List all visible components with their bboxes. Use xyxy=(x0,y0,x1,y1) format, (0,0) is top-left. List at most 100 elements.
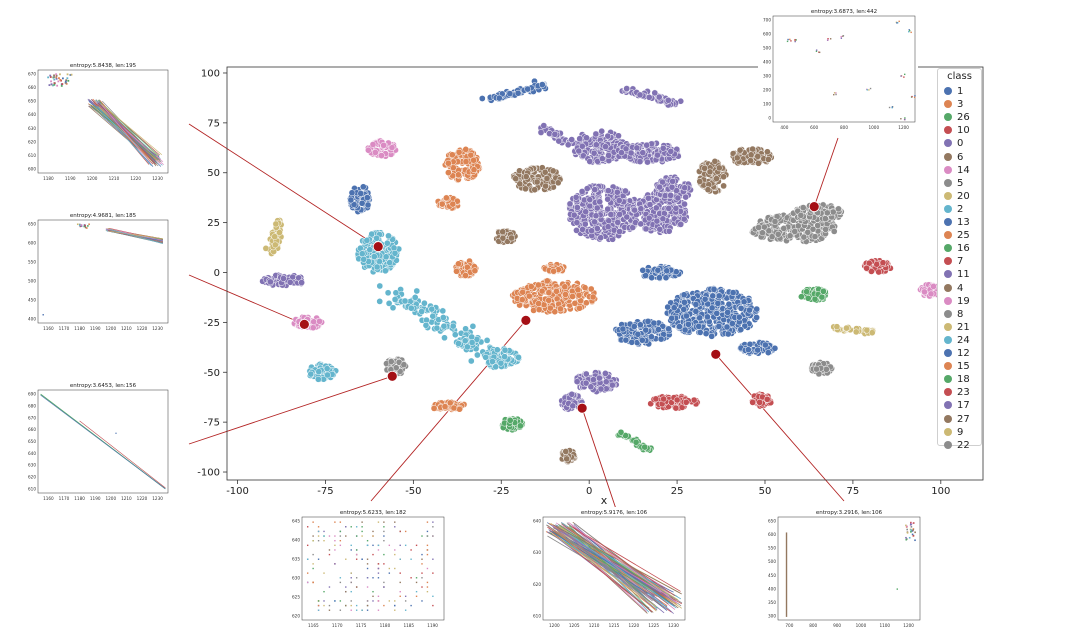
inset-point xyxy=(88,223,90,226)
inset-point xyxy=(350,549,352,551)
inset-point xyxy=(377,521,380,523)
data-point xyxy=(829,208,837,216)
data-point xyxy=(358,199,366,207)
inset-y-tick: 550 xyxy=(28,260,36,265)
cluster-5 xyxy=(364,137,399,160)
data-point xyxy=(764,349,772,356)
inset-y-tick: 610 xyxy=(28,486,36,491)
inset-y-tick: 450 xyxy=(28,297,36,302)
inset-y-tick: 630 xyxy=(533,550,541,555)
data-point xyxy=(390,244,398,252)
inset-point xyxy=(323,600,325,602)
data-point xyxy=(418,308,426,315)
inset-y-tick: 690 xyxy=(28,392,36,397)
data-point xyxy=(633,144,641,152)
data-point xyxy=(664,96,672,104)
data-point xyxy=(668,183,676,191)
data-point xyxy=(400,361,408,369)
inset-point xyxy=(55,77,58,80)
data-point xyxy=(602,378,610,386)
inset-y-tick: 650 xyxy=(28,222,36,227)
inset-y-tick: 630 xyxy=(28,463,36,468)
data-point xyxy=(506,417,514,424)
inset-point xyxy=(328,535,331,537)
inset-point xyxy=(377,572,380,574)
inset-point xyxy=(366,609,369,611)
data-point xyxy=(439,307,447,315)
data-point xyxy=(370,253,378,260)
inset-chart-entropy-5.8438: entropy:5.8438, len:195 1180 1190 1200 1210 1… xyxy=(23,60,171,187)
data-point xyxy=(522,173,530,180)
inset-point xyxy=(339,521,342,523)
cluster-19 xyxy=(259,271,305,289)
data-point xyxy=(455,171,462,179)
data-point xyxy=(535,306,543,313)
data-point xyxy=(515,353,522,361)
y-tick-label: -100 xyxy=(197,468,220,479)
data-point xyxy=(371,149,379,156)
inset-point xyxy=(383,521,385,523)
inset-point xyxy=(355,577,358,579)
data-point xyxy=(645,93,653,101)
data-point xyxy=(604,195,612,203)
data-point xyxy=(535,300,542,307)
data-point xyxy=(495,94,503,102)
cluster-40 xyxy=(748,390,775,410)
data-point xyxy=(696,314,704,322)
data-point xyxy=(747,157,754,165)
data-point xyxy=(672,404,680,412)
inset-point xyxy=(361,530,363,533)
data-point xyxy=(605,217,613,225)
data-point xyxy=(518,296,526,303)
data-point xyxy=(673,396,681,404)
cluster-41 xyxy=(861,257,894,276)
cluster-36 xyxy=(499,415,526,434)
inset-point xyxy=(421,586,423,588)
data-point xyxy=(711,158,719,165)
data-point xyxy=(571,299,579,307)
data-point xyxy=(573,219,581,226)
data-point xyxy=(833,323,841,331)
data-point xyxy=(315,368,323,375)
inset-point xyxy=(372,544,374,547)
inset-point xyxy=(361,558,363,560)
inset-point xyxy=(366,544,369,547)
data-point xyxy=(680,215,688,223)
inset-x-tick: 1180 xyxy=(380,623,391,628)
data-point xyxy=(527,283,535,290)
inset-point xyxy=(394,609,396,611)
inset-point xyxy=(334,535,336,537)
data-point xyxy=(724,330,732,338)
data-point xyxy=(468,339,476,346)
data-point xyxy=(576,135,584,143)
data-point xyxy=(545,289,553,296)
inset-point xyxy=(366,586,369,588)
data-point xyxy=(674,194,682,202)
data-point xyxy=(685,320,692,328)
x-tick-label: -75 xyxy=(317,486,333,497)
inset-chart-entropy-4.9681: entropy:4.9681, len:185 1160 1170 1180 1190 1… xyxy=(23,210,171,337)
inset-point xyxy=(350,577,352,579)
y-tick-label: 25 xyxy=(207,218,220,229)
cluster-3 xyxy=(615,139,682,166)
inset-point xyxy=(388,567,391,570)
inset-point xyxy=(328,609,331,611)
data-point xyxy=(622,187,629,195)
data-point xyxy=(562,448,570,455)
data-point xyxy=(648,333,655,341)
data-point xyxy=(262,245,270,252)
inset-point xyxy=(410,549,412,551)
data-point xyxy=(804,228,812,236)
inset-x-tick: 1210 xyxy=(121,496,132,501)
data-point xyxy=(720,173,727,181)
inset-point xyxy=(361,526,363,528)
inset-point xyxy=(372,600,374,602)
inset-point xyxy=(345,590,347,593)
inset-point xyxy=(53,78,56,81)
inset-point xyxy=(339,581,342,584)
inset-y-tick: 650 xyxy=(28,439,36,444)
data-point xyxy=(453,267,460,275)
inset-point xyxy=(350,604,352,607)
y-tick-label: 100 xyxy=(201,68,220,79)
